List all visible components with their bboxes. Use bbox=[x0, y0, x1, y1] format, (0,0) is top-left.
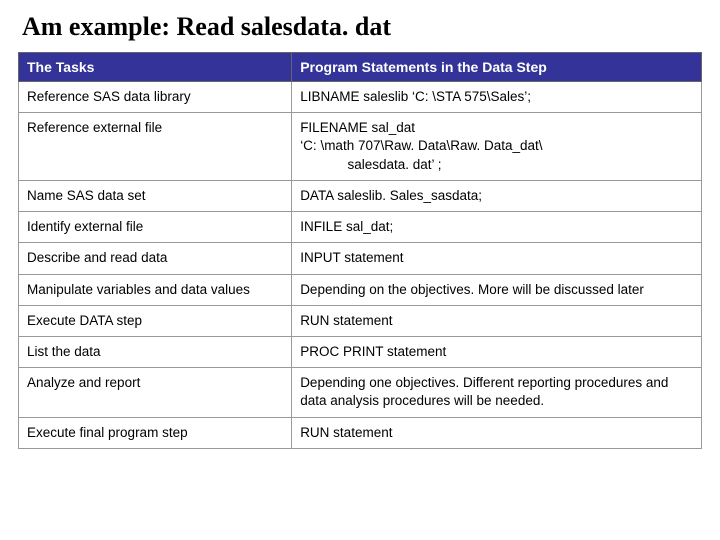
table-row: Execute DATA step RUN statement bbox=[19, 305, 702, 336]
task-cell: Execute final program step bbox=[19, 417, 292, 448]
table-header-row: The Tasks Program Statements in the Data… bbox=[19, 53, 702, 82]
stmt-cell: LIBNAME saleslib ‘C: \STA 575\Sales’; bbox=[292, 82, 702, 113]
stmt-indent: salesdata. dat’ ; bbox=[300, 156, 693, 174]
table-row: Name SAS data set DATA saleslib. Sales_s… bbox=[19, 180, 702, 211]
table-row: Reference SAS data library LIBNAME sales… bbox=[19, 82, 702, 113]
task-cell: Name SAS data set bbox=[19, 180, 292, 211]
stmt-cell: RUN statement bbox=[292, 305, 702, 336]
stmt-text: FILENAME sal_dat ‘C: \math 707\Raw. Data… bbox=[300, 120, 542, 153]
table-row: Manipulate variables and data values Dep… bbox=[19, 274, 702, 305]
stmt-cell: PROC PRINT statement bbox=[292, 336, 702, 367]
stmt-cell: FILENAME sal_dat ‘C: \math 707\Raw. Data… bbox=[292, 113, 702, 181]
stmt-cell: INFILE sal_dat; bbox=[292, 212, 702, 243]
task-cell: List the data bbox=[19, 336, 292, 367]
task-cell: Execute DATA step bbox=[19, 305, 292, 336]
task-cell: Identify external file bbox=[19, 212, 292, 243]
stmt-cell: Depending on the objectives. More will b… bbox=[292, 274, 702, 305]
col-header-statements: Program Statements in the Data Step bbox=[292, 53, 702, 82]
task-cell: Reference SAS data library bbox=[19, 82, 292, 113]
stmt-cell: RUN statement bbox=[292, 417, 702, 448]
col-header-tasks: The Tasks bbox=[19, 53, 292, 82]
table-row: Reference external file FILENAME sal_dat… bbox=[19, 113, 702, 181]
task-cell: Analyze and report bbox=[19, 368, 292, 417]
slide-title: Am example: Read salesdata. dat bbox=[18, 12, 702, 42]
slide-container: Am example: Read salesdata. dat The Task… bbox=[0, 0, 720, 540]
table-row: Analyze and report Depending one objecti… bbox=[19, 368, 702, 417]
task-cell: Reference external file bbox=[19, 113, 292, 181]
stmt-cell: Depending one objectives. Different repo… bbox=[292, 368, 702, 417]
table-row: Execute final program step RUN statement bbox=[19, 417, 702, 448]
tasks-table: The Tasks Program Statements in the Data… bbox=[18, 52, 702, 449]
stmt-cell: INPUT statement bbox=[292, 243, 702, 274]
task-cell: Manipulate variables and data values bbox=[19, 274, 292, 305]
table-row: Describe and read data INPUT statement bbox=[19, 243, 702, 274]
task-cell: Describe and read data bbox=[19, 243, 292, 274]
table-row: List the data PROC PRINT statement bbox=[19, 336, 702, 367]
table-row: Identify external file INFILE sal_dat; bbox=[19, 212, 702, 243]
stmt-cell: DATA saleslib. Sales_sasdata; bbox=[292, 180, 702, 211]
